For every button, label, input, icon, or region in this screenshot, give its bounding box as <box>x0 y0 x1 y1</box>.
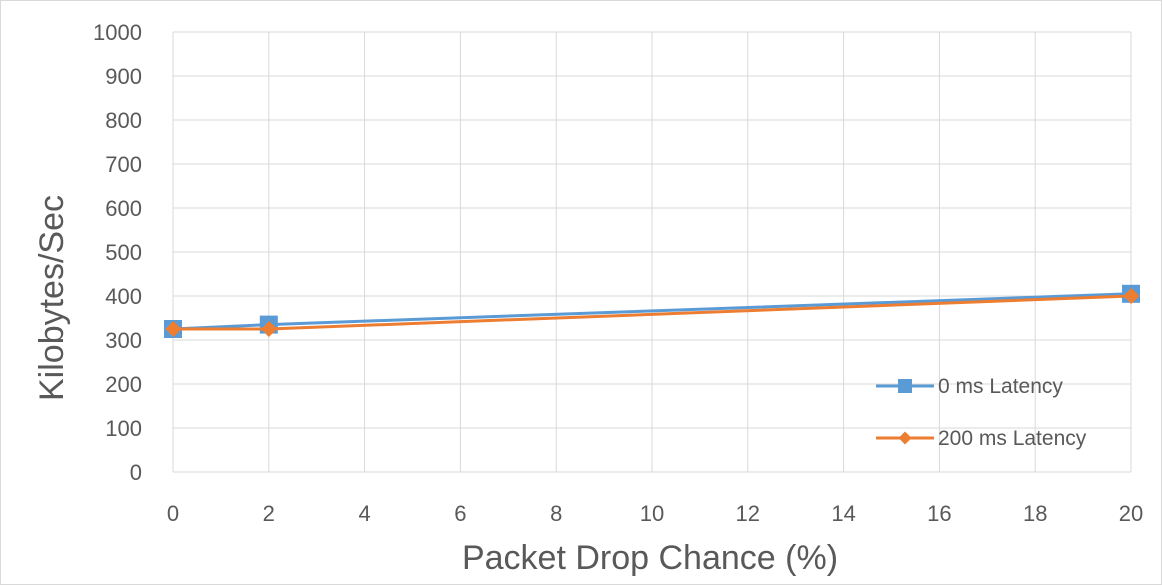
y-axis-title: Kilobytes/Sec <box>33 195 71 401</box>
y-tick-label: 900 <box>105 64 142 89</box>
legend-entry: 0 ms Latency <box>876 375 1063 398</box>
y-tick-label: 800 <box>105 108 142 133</box>
y-tick-label: 700 <box>105 152 142 177</box>
x-tick-label: 18 <box>1023 501 1047 526</box>
x-axis-title: Packet Drop Chance (%) <box>462 539 838 577</box>
x-tick-label: 8 <box>550 501 562 526</box>
y-tick-label: 600 <box>105 196 142 221</box>
legend-marker <box>898 431 912 445</box>
y-tick-label: 1000 <box>93 20 142 45</box>
legend-marker <box>898 379 912 393</box>
data-point <box>165 321 181 337</box>
y-tick-label: 100 <box>105 416 142 441</box>
x-tick-label: 0 <box>167 501 179 526</box>
legend-entry: 200 ms Latency <box>876 427 1087 450</box>
y-tick-label: 300 <box>105 328 142 353</box>
y-tick-label: 200 <box>105 372 142 397</box>
x-tick-label: 6 <box>454 501 466 526</box>
data-point <box>260 321 277 337</box>
gridlines <box>172 31 1132 473</box>
x-tick-label: 16 <box>927 501 951 526</box>
y-tick-label: 500 <box>105 240 142 265</box>
x-tick-label: 10 <box>640 501 664 526</box>
series-1 <box>165 288 1139 337</box>
legend-label: 200 ms Latency <box>938 427 1087 450</box>
legend-label: 0 ms Latency <box>938 375 1063 398</box>
x-tick-label: 2 <box>263 501 275 526</box>
axes: 0 100 200 300 400 500 600 700 800 900 1000 0 2 4 6 8 10 1… <box>93 20 1143 526</box>
legend: 0 ms Latency 200 ms Latency <box>876 375 1087 450</box>
x-tick-label: 4 <box>358 501 370 526</box>
data-series <box>164 284 1140 338</box>
x-tick-label: 14 <box>831 501 855 526</box>
y-tick-label: 0 <box>130 460 142 485</box>
y-tick-label: 400 <box>105 284 142 309</box>
x-tick-label: 12 <box>736 501 760 526</box>
x-tick-label: 20 <box>1119 501 1143 526</box>
data-point <box>1123 288 1139 304</box>
